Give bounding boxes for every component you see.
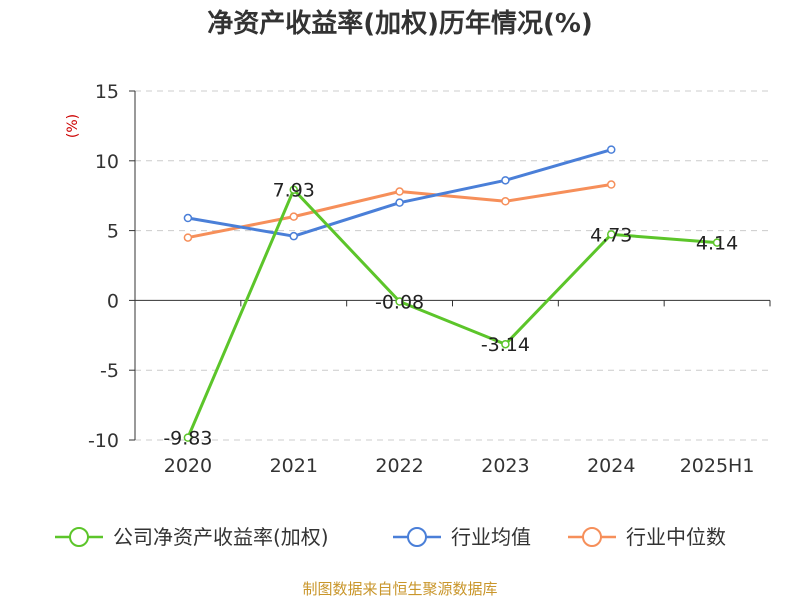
data-label: 4.73 <box>590 224 632 246</box>
y-tick-label: 15 <box>95 81 119 103</box>
data-point-1 <box>395 198 404 207</box>
y-axis-label: (%) <box>65 114 81 138</box>
data-point-1 <box>501 176 510 185</box>
data-label: 7.93 <box>273 180 315 202</box>
legend-marker-0 <box>69 527 89 547</box>
y-tick-label: 0 <box>107 290 119 312</box>
chart-title: 净资产收益率(加权)历年情况(%) <box>207 8 593 39</box>
data-point-2 <box>395 187 404 196</box>
data-point-1 <box>607 145 616 154</box>
data-point-0 <box>289 185 298 194</box>
data-point-2 <box>607 180 616 189</box>
legend-label-1: 行业均值 <box>451 525 531 549</box>
x-tick-label: 2023 <box>481 455 529 477</box>
legend-label-0: 公司净资产收益率(加权) <box>113 525 329 549</box>
data-point-2 <box>501 197 510 206</box>
y-tick-label: 5 <box>107 221 119 243</box>
data-point-0 <box>183 433 193 442</box>
data-point-0 <box>501 339 510 349</box>
data-point-0 <box>712 238 722 247</box>
legend-marker-1 <box>407 527 427 547</box>
data-labels: -9.83 7.93 -0.08 -3.14 4.73 4.14 <box>163 180 738 450</box>
y-tick-label: -5 <box>100 360 119 382</box>
data-label: -0.08 <box>375 292 424 314</box>
x-tick-label: 2021 <box>270 455 318 477</box>
x-tick-label: 2025H1 <box>680 455 755 477</box>
data-point-2 <box>289 212 298 221</box>
source-note: 制图数据来自恒生聚源数据库 <box>302 580 497 598</box>
legend-label-2: 行业中位数 <box>626 525 726 549</box>
series-layer <box>183 145 722 442</box>
x-tick-label: 2020 <box>164 455 212 477</box>
legend: 公司净资产收益率(加权) 行业均值 行业中位数 <box>55 525 726 549</box>
data-point-0 <box>395 297 404 306</box>
gridlines <box>135 90 770 441</box>
y-tick-label: 10 <box>95 151 119 173</box>
x-tick-label: 2024 <box>587 455 635 477</box>
data-label: 4.14 <box>696 233 738 255</box>
y-tick-label: -10 <box>88 430 119 452</box>
data-label: -9.83 <box>163 428 212 450</box>
x-tick-label: 2022 <box>375 455 423 477</box>
series-line-0 <box>186 188 718 439</box>
data-point-1 <box>183 213 193 223</box>
data-point-0 <box>607 230 616 239</box>
legend-marker-2 <box>582 527 602 547</box>
data-label: -3.14 <box>481 334 530 356</box>
axes: 15 10 5 0 -5 -10 2020 2021 2022 2023 2024 2025H1 <box>88 81 771 477</box>
data-point-2 <box>183 233 193 242</box>
data-point-1 <box>289 231 298 241</box>
